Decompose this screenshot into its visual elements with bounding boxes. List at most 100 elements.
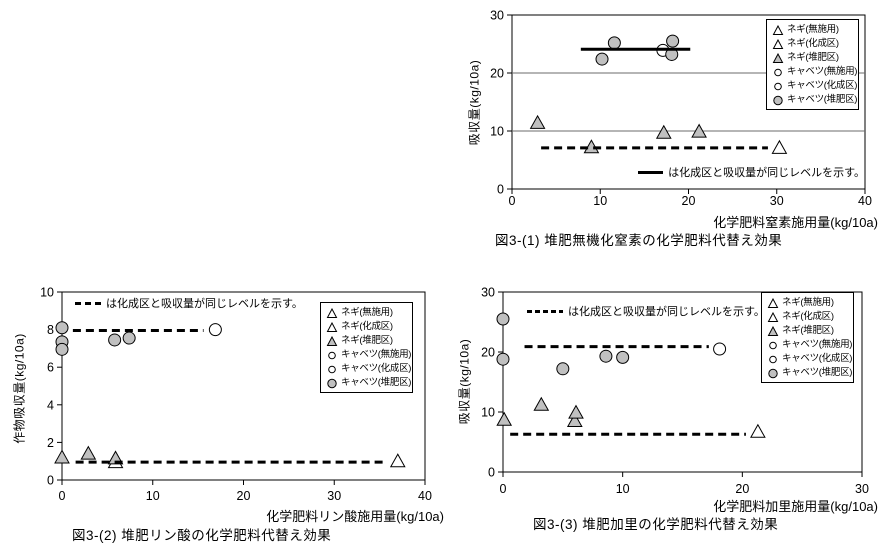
legend-item: ネギ(化成区)	[326, 320, 408, 334]
data-point-triangle-open	[389, 453, 406, 468]
x-tick-label: 20	[682, 194, 696, 208]
y-tick-label: 20	[481, 346, 495, 360]
data-point-triangle-open	[750, 423, 766, 438]
triangle-open-icon	[767, 311, 779, 323]
data-point-triangle-gray	[533, 396, 550, 411]
data-point-circle-open	[208, 323, 222, 337]
fig3-2-annotation-text: は化成区と吸収量が同じレベルを示す。	[106, 298, 303, 310]
data-point-circle-gray	[595, 52, 609, 66]
circle-open-icon	[772, 67, 784, 78]
y-tick-label: 6	[47, 361, 54, 375]
legend-item: キャベツ(堆肥区)	[767, 366, 853, 380]
legend-label: キャベツ(無施用)	[341, 349, 412, 360]
circle-open-icon	[326, 350, 338, 361]
legend-label: ネギ(化成区)	[782, 311, 834, 322]
legend-label: キャベツ(化成区)	[341, 363, 412, 374]
legend-label: キャベツ(堆肥区)	[787, 94, 858, 105]
legend-label: ネギ(無施用)	[782, 297, 834, 308]
legend-item: キャベツ(無施用)	[772, 65, 857, 79]
fig3-1-nitrogen-chart: 0 10 20 30 0 10 20 30 40 吸収量(kg/10a) ネギ(無施用) ネギ(化…	[440, 0, 882, 260]
legend-item: ネギ(堆肥区)	[767, 324, 849, 338]
data-point-triangle-gray	[568, 404, 584, 419]
y-tick-label: 20	[490, 67, 504, 81]
fig3-2-x-axis-label: 化学肥料リン酸施用量(kg/10a)	[266, 509, 444, 524]
fig3-1-caption: 図3-(1) 堆肥無機化窒素の化学肥料代替え効果	[495, 233, 783, 248]
x-tick-label: 30	[770, 194, 784, 208]
legend-label: ネギ(化成区)	[787, 38, 839, 49]
triangle-open-icon	[326, 321, 338, 333]
fig3-1-x-axis-label: 化学肥料窒素施用量(kg/10a)	[713, 215, 878, 230]
fig3-1-annotation-text: は化成区と吸収量が同じレベルを示す。	[668, 167, 865, 179]
data-point-circle-gray	[122, 331, 136, 345]
data-point-triangle-gray	[566, 412, 583, 427]
circle-open-icon	[767, 340, 779, 351]
fig3-3-potassium-chart: 0 10 20 30 0 10 20 30 吸収量(kg/10a) ネギ(無施用) ネギ(化成区…	[440, 280, 882, 551]
triangle-gray-icon	[772, 52, 784, 64]
data-point-circle-gray	[496, 312, 510, 326]
legend-item: ネギ(無施用)	[772, 23, 854, 37]
fig3-1-y-axis-label: 吸収量(kg/10a)	[467, 59, 482, 146]
y-tick-label: 2	[47, 436, 54, 450]
circle-gray-icon	[326, 378, 338, 389]
dashed-reference-line-swatch	[75, 301, 101, 305]
legend-item: ネギ(堆肥区)	[772, 51, 854, 65]
triangle-open-icon	[772, 38, 784, 50]
circle-gray-icon	[767, 368, 779, 379]
legend-label: ネギ(堆肥区)	[782, 325, 834, 336]
y-tick-label: 10	[490, 125, 504, 139]
x-tick-label: 40	[418, 489, 432, 503]
legend-item: ネギ(無施用)	[767, 296, 849, 310]
legend-item: キャベツ(無施用)	[767, 338, 852, 352]
x-tick-label: 30	[327, 489, 341, 503]
legend-item: キャベツ(化成区)	[326, 362, 412, 376]
circle-open-icon	[767, 354, 779, 365]
circle-open-icon	[326, 364, 338, 375]
fig3-3-caption: 図3-(3) 堆肥加里の化学肥料代替え効果	[533, 517, 779, 532]
x-tick-label: 40	[858, 194, 872, 208]
data-point-triangle-gray	[691, 123, 707, 138]
legend-item: キャベツ(無施用)	[326, 348, 412, 362]
data-point-circle-gray	[55, 321, 69, 335]
legend-item: キャベツ(堆肥区)	[326, 376, 412, 390]
legend-label: ネギ(無施用)	[787, 24, 839, 35]
y-tick-label: 10	[481, 406, 495, 420]
fig3-2-caption: 図3-(2) 堆肥リン酸の化学肥料代替え効果	[72, 528, 332, 543]
x-tick-label: 30	[855, 482, 869, 496]
x-tick-label: 0	[500, 482, 507, 496]
x-tick-label: 10	[616, 482, 630, 496]
x-tick-label: 0	[509, 194, 516, 208]
fig3-3-x-axis-label: 化学肥料加里施用量(kg/10a)	[713, 499, 878, 514]
legend-label: キャベツ(化成区)	[782, 353, 853, 364]
fig3-3-annotation-text: は化成区と吸収量が同じレベルを示す。	[568, 306, 765, 318]
data-point-triangle-gray	[80, 445, 97, 460]
legend-label: ネギ(化成区)	[341, 321, 393, 332]
fig3-2-phosphate-chart: 0 2 4 6 8 10 0 10 20 30 40 作物吸収量(kg/10a) ネギ(無施用) ネギ…	[0, 282, 445, 551]
triangle-open-icon	[767, 297, 779, 309]
y-tick-label: 0	[47, 474, 54, 488]
data-point-circle-gray	[496, 352, 510, 366]
y-tick-label: 30	[481, 286, 495, 300]
legend-item: キャベツ(堆肥区)	[772, 93, 858, 107]
data-point-circle-gray	[607, 36, 621, 50]
y-tick-label: 8	[47, 323, 54, 337]
triangle-gray-icon	[767, 325, 779, 337]
solid-reference-line-swatch	[638, 170, 664, 174]
y-tick-label: 0	[488, 466, 495, 480]
fig3-3-annotation: は化成区と吸収量が同じレベルを示す。	[527, 303, 765, 319]
legend-label: キャベツ(堆肥区)	[782, 367, 853, 378]
y-tick-label: 4	[47, 398, 54, 412]
legend-item: ネギ(化成区)	[772, 37, 854, 51]
data-point-circle-gray	[55, 342, 69, 356]
fig3-2-legend: ネギ(無施用) ネギ(化成区) ネギ(堆肥区) キャベツ(無施用) キャベツ(化成区) キ…	[320, 302, 413, 393]
x-tick-label: 10	[146, 489, 160, 503]
y-tick-label: 30	[490, 9, 504, 23]
fig3-3-legend: ネギ(無施用) ネギ(化成区) ネギ(堆肥区) キャベツ(無施用) キャベツ(化成区) キ…	[761, 292, 854, 383]
x-tick-label: 20	[237, 489, 251, 503]
data-point-triangle-gray	[54, 449, 70, 464]
legend-item: キャベツ(化成区)	[772, 79, 857, 93]
fig3-2-y-axis-label: 作物吸収量(kg/10a)	[12, 333, 27, 444]
data-point-triangle-gray	[496, 411, 513, 426]
legend-label: キャベツ(堆肥区)	[341, 377, 412, 388]
data-point-circle-gray	[666, 34, 680, 48]
